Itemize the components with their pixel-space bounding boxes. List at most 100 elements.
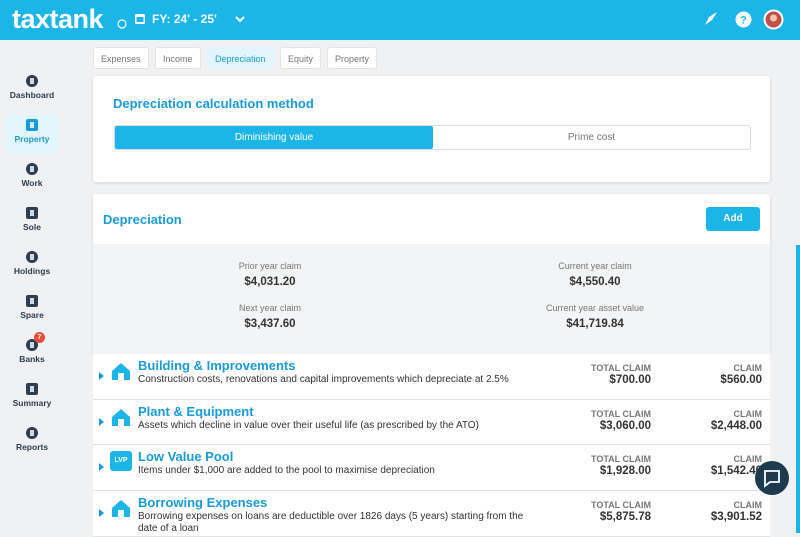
category-row[interactable]: Borrowing Expenses Borrowing expenses on …	[93, 490, 770, 537]
total-claim-label: TOTAL CLAIM	[591, 408, 651, 419]
claim-label: CLAIM	[733, 408, 763, 419]
stat-value: $4,550.40	[569, 276, 621, 288]
avatar[interactable]	[763, 9, 784, 30]
category-row[interactable]: LVP Low Value Pool Items under $1,000 are …	[93, 445, 770, 491]
category-icon: LVP	[110, 451, 132, 473]
nav-item[interactable]: Banks 7	[0, 332, 64, 374]
total-claim-label: TOTAL CLAIM	[591, 499, 651, 510]
nav-label: Reports	[15, 442, 49, 452]
expand-arrow	[99, 504, 105, 522]
badge: 7	[34, 332, 45, 343]
total-claim-value: $3,060.00	[599, 419, 651, 432]
nav-item[interactable]: Property	[6, 114, 58, 154]
chat-button[interactable]	[755, 461, 789, 495]
scrollbar[interactable]	[796, 245, 800, 533]
stat-label: Next year claim	[238, 303, 301, 313]
category-row[interactable]: Plant & Equipment Assets which decline in…	[93, 399, 770, 445]
nav-label: Summary	[12, 398, 52, 408]
nav-label: Work	[21, 178, 43, 188]
tab[interactable]: Expenses	[93, 47, 149, 69]
nav-item[interactable]: Spare	[0, 290, 64, 330]
stats-panel	[93, 244, 770, 354]
category-description: Assets which decline in value over their…	[138, 419, 479, 431]
nav-item[interactable]: Reports	[0, 422, 64, 462]
nav-icon	[26, 339, 38, 351]
chevron-icon[interactable]	[235, 14, 245, 24]
toggle-option[interactable]: Prime cost	[567, 132, 616, 143]
nav-label: Spare	[20, 310, 44, 320]
total-claim-label: TOTAL CLAIM	[591, 454, 651, 464]
nav-item[interactable]: Holdings	[0, 246, 64, 286]
card-title: Depreciation calculation method	[113, 96, 314, 111]
nav-icon	[26, 295, 38, 307]
nav-item[interactable]: Summary	[0, 378, 64, 418]
stat-value: $3,437.60	[244, 318, 296, 330]
nav-icon	[26, 251, 38, 263]
total-claim-label: TOTAL CLAIM	[591, 363, 651, 373]
logo[interactable]: taxtank	[12, 4, 104, 34]
expand-arrow	[99, 458, 105, 476]
help-icon[interactable]: ?	[735, 11, 752, 28]
nav-label: Sole	[23, 222, 41, 232]
category-icon	[110, 360, 132, 382]
nav-icon	[26, 383, 38, 395]
category-description: Construction costs, renovations and capi…	[138, 374, 509, 385]
claim-value: $1,542.40	[710, 465, 762, 477]
tab[interactable]: Income	[155, 47, 201, 69]
nav-item[interactable]: Sole	[0, 202, 64, 242]
stat-label: Prior year claim	[238, 261, 302, 271]
category-name[interactable]: Low Value Pool	[138, 449, 234, 464]
nav-item[interactable]: Work	[0, 158, 64, 198]
claim-value: $560.00	[720, 374, 762, 386]
arrow-icon	[99, 417, 104, 426]
claim-label: CLAIM	[733, 454, 763, 464]
claim-value: $2,448.00	[710, 419, 762, 432]
method-card: Depreciation calculation method Diminish…	[93, 76, 770, 182]
nav-icon	[26, 427, 38, 439]
category-description: Borrowing expenses on loans are deductib…	[138, 510, 524, 534]
arrow-icon	[99, 508, 104, 517]
claim-value: $3,901.52	[710, 510, 762, 523]
toggle-option-active[interactable]: Diminishing value	[115, 126, 433, 149]
tab[interactable]: Equity	[280, 47, 322, 69]
stat-value: $4,031.20	[244, 276, 296, 288]
category-name[interactable]: Borrowing Expenses	[138, 494, 268, 510]
section-title: Depreciation	[103, 212, 182, 227]
depreciation-card: Depreciation Add	[93, 194, 770, 354]
calendar-icon	[135, 14, 145, 24]
nav-item[interactable]: Dashboard	[0, 70, 64, 110]
total-claim-value: $700.00	[609, 374, 651, 386]
arrow-icon	[99, 372, 104, 380]
category-name[interactable]: Building & Improvements	[138, 358, 296, 373]
nav-label: Dashboard	[9, 90, 55, 100]
rocket-icon[interactable]	[702, 10, 720, 28]
registered-mark	[117, 19, 127, 29]
category-icon	[110, 406, 132, 428]
method-toggle: Diminishing value Prime cost	[114, 125, 751, 150]
nav-label: Property	[14, 134, 50, 144]
stat-label: Current year claim	[558, 261, 632, 271]
total-claim-value: $1,928.00	[599, 465, 651, 477]
tab[interactable]: Depreciation	[207, 47, 274, 69]
icon-badge: LVP	[110, 451, 132, 471]
claim-label: CLAIM	[733, 499, 763, 510]
category-glyph	[112, 408, 130, 426]
category-row[interactable]: Building & Improvements Construction cost…	[93, 354, 770, 400]
top-bar: taxtank FY: 24' - 25' ?	[0, 0, 800, 40]
fy-selector[interactable]: FY: 24' - 25'	[152, 12, 217, 26]
stat-label: Current year asset value	[545, 303, 645, 313]
tab[interactable]: Property	[327, 47, 378, 69]
arrow-icon	[99, 463, 104, 471]
nav-icon	[26, 119, 38, 131]
claim-label: CLAIM	[733, 363, 763, 373]
total-claim-value: $5,875.78	[599, 510, 651, 523]
nav-icon	[26, 75, 38, 87]
nav-label: Holdings	[13, 266, 51, 276]
add-button[interactable]: Add	[706, 207, 760, 231]
category-icon	[110, 497, 132, 519]
category-description: Items under $1,000 are added to the pool…	[138, 465, 435, 476]
expand-arrow	[99, 367, 105, 385]
category-name[interactable]: Plant & Equipment	[138, 403, 254, 419]
